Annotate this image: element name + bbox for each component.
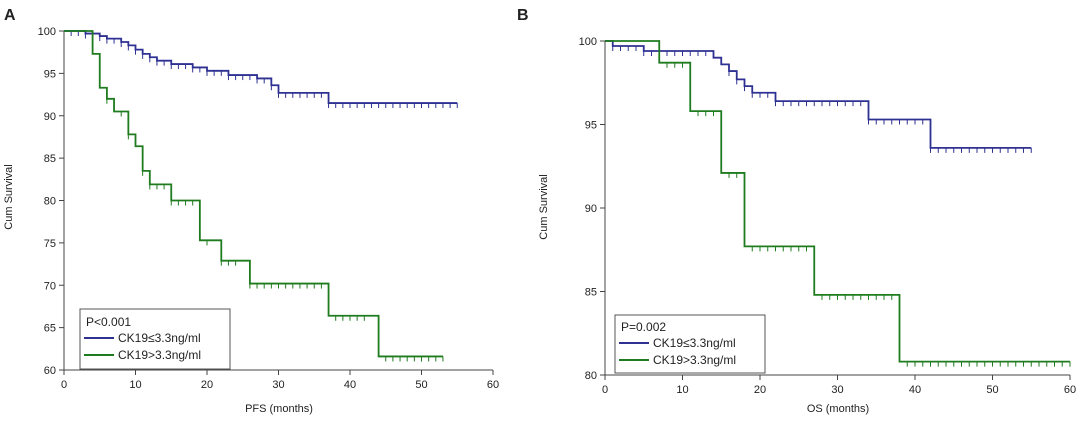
panel-b-x-tick-label: 60 [1064,384,1076,396]
panel-b-curve-high [605,40,1070,363]
panel-b-plot: 0 10 20 30 40 50 60 80 85 90 95 100 [579,36,1076,396]
panel-a-legend-label-low: CK19≤3.3ng/ml [118,331,201,345]
panel-b-legend-label-low: CK19≤3.3ng/ml [653,336,736,350]
panel-b: B 0 10 20 30 40 50 60 80 85 90 95 100 P=0.002 CK19≤… [517,7,1076,415]
panel-a-x-tick-label: 10 [129,379,141,391]
panel-b-y-tick-label: 80 [585,370,597,382]
panel-b-y-axis-title: Cum Survival [538,174,550,239]
panel-b-x-axis-title: OS (months) [807,403,869,415]
panel-b-x-tick-label: 20 [754,384,766,396]
panel-a-label: A [4,7,16,24]
panel-a: A 0 10 20 30 40 50 60 60 65 70 75 80 85 90 95 100 P<0.0… [3,7,499,415]
panel-a-x-tick-label: 40 [344,379,356,391]
panel-b-y-tick-label: 100 [579,36,597,48]
panel-a-x-tick-label: 60 [487,379,499,391]
panel-b-y-tick-label: 95 [585,120,597,132]
panel-b-curve-low [605,40,1032,149]
panel-a-curve-high [64,30,443,358]
panel-a-y-tick-label: 65 [44,323,56,335]
panel-a-y-tick-label: 85 [44,153,56,165]
panel-a-plot: 0 10 20 30 40 50 60 60 65 70 75 80 85 90 95 100 [38,26,499,391]
panel-a-y-axis-title: Cum Survival [3,164,15,229]
panel-b-label: B [517,7,529,24]
panel-a-x-tick-label: 20 [201,379,213,391]
panel-a-x-tick-label: 0 [61,379,67,391]
panel-b-x-tick-label: 30 [831,384,843,396]
panel-a-y-tick-label: 90 [44,111,56,123]
panel-b-x-tick-label: 50 [986,384,998,396]
panel-b-legend-label-high: CK19>3.3ng/ml [653,353,736,367]
panel-b-x-tick-label: 40 [909,384,921,396]
panel-a-y-tick-label: 95 [44,68,56,80]
panel-a-curve-low [64,30,458,104]
panel-b-legend: P=0.002 CK19≤3.3ng/ml CK19>3.3ng/ml [614,314,766,374]
panel-a-y-tick-label: 80 [44,196,56,208]
panel-a-p-value: P<0.001 [86,315,131,329]
panel-a-y-tick-label: 75 [44,238,56,250]
panel-b-x-tick-label: 0 [602,384,608,396]
panel-a-y-tick-label: 70 [44,280,56,292]
panel-a-y-tick-label: 60 [44,365,56,377]
panel-b-y-tick-label: 90 [585,203,597,215]
panel-b-x-tick-label: 10 [676,384,688,396]
panel-a-x-tick-label: 50 [415,379,427,391]
panel-a-legend-label-high: CK19>3.3ng/ml [118,348,201,362]
panel-b-y-tick-label: 85 [585,287,597,299]
panel-a-y-tick-label: 100 [38,26,56,38]
panel-a-x-axis-title: PFS (months) [245,403,313,415]
panel-b-p-value: P=0.002 [621,320,666,334]
panel-a-x-tick-label: 30 [272,379,284,391]
panel-a-legend: P<0.001 CK19≤3.3ng/ml CK19>3.3ng/ml [79,308,231,370]
